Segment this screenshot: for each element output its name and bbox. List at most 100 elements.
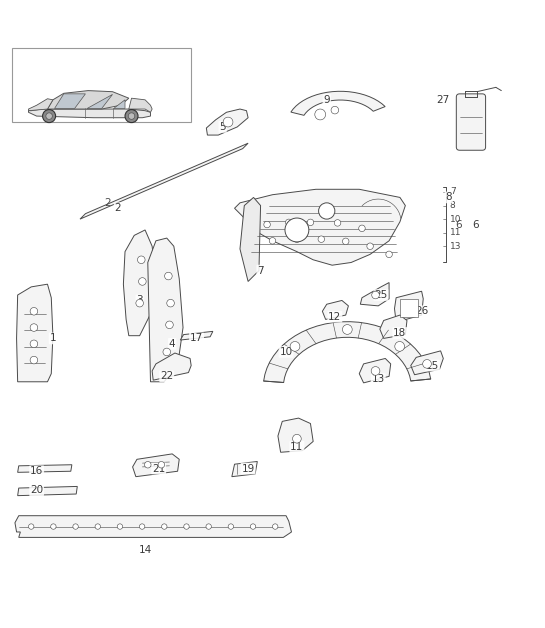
Polygon shape [207, 109, 248, 135]
Text: 10: 10 [450, 215, 461, 224]
Text: 2: 2 [104, 198, 111, 208]
Circle shape [136, 300, 143, 307]
Text: 8: 8 [450, 201, 456, 210]
Text: 13: 13 [372, 374, 385, 384]
Text: 19: 19 [241, 463, 255, 474]
Text: 8: 8 [445, 192, 452, 202]
Circle shape [228, 524, 234, 529]
Text: 4: 4 [169, 339, 175, 349]
Polygon shape [278, 418, 313, 452]
Circle shape [43, 109, 56, 122]
Circle shape [318, 236, 325, 242]
Circle shape [371, 367, 380, 376]
Circle shape [293, 435, 301, 443]
Circle shape [250, 524, 256, 529]
FancyBboxPatch shape [400, 299, 418, 317]
Circle shape [163, 348, 171, 355]
Circle shape [342, 325, 352, 334]
Circle shape [28, 524, 34, 529]
Circle shape [165, 273, 172, 280]
Circle shape [334, 220, 341, 226]
Circle shape [128, 113, 135, 119]
Circle shape [331, 106, 338, 114]
Polygon shape [113, 100, 125, 109]
Polygon shape [132, 454, 179, 477]
Polygon shape [28, 99, 53, 111]
Circle shape [184, 524, 189, 529]
Polygon shape [291, 91, 385, 116]
Text: 25: 25 [374, 290, 387, 300]
Text: 15: 15 [426, 360, 439, 371]
Circle shape [423, 360, 432, 368]
Circle shape [285, 218, 309, 242]
Text: 2: 2 [114, 203, 122, 214]
Text: 11: 11 [450, 228, 461, 237]
Circle shape [158, 462, 165, 468]
Circle shape [264, 221, 270, 228]
Text: 9: 9 [323, 95, 330, 105]
Text: 26: 26 [415, 306, 428, 317]
Polygon shape [15, 516, 292, 538]
Polygon shape [323, 300, 348, 320]
FancyBboxPatch shape [456, 94, 486, 150]
Polygon shape [234, 189, 405, 265]
Polygon shape [148, 238, 183, 382]
Polygon shape [129, 98, 152, 112]
Polygon shape [264, 322, 431, 382]
Circle shape [138, 278, 146, 285]
Polygon shape [240, 197, 261, 281]
Polygon shape [380, 315, 407, 338]
Text: 20: 20 [30, 485, 43, 495]
Text: 1: 1 [50, 333, 56, 344]
Circle shape [269, 237, 276, 244]
Circle shape [359, 225, 365, 232]
Polygon shape [180, 332, 213, 340]
Circle shape [144, 462, 151, 468]
Circle shape [140, 524, 145, 529]
Circle shape [51, 524, 56, 529]
Text: 6: 6 [455, 220, 462, 229]
Text: 10: 10 [280, 347, 293, 357]
Text: 27: 27 [437, 95, 450, 105]
Text: 12: 12 [328, 311, 342, 322]
Text: 3: 3 [136, 295, 143, 305]
Polygon shape [123, 230, 156, 336]
Circle shape [117, 524, 123, 529]
FancyBboxPatch shape [12, 48, 191, 121]
Text: 7: 7 [450, 188, 456, 197]
Text: 21: 21 [152, 463, 165, 474]
Circle shape [342, 238, 349, 244]
Text: 22: 22 [160, 371, 173, 381]
Circle shape [294, 236, 300, 242]
Circle shape [95, 524, 100, 529]
Text: 17: 17 [190, 333, 203, 344]
Circle shape [30, 308, 38, 315]
Circle shape [315, 109, 326, 120]
Circle shape [167, 300, 174, 307]
Circle shape [395, 342, 404, 351]
Polygon shape [395, 291, 423, 322]
Polygon shape [17, 487, 77, 495]
Circle shape [125, 109, 138, 122]
Circle shape [272, 524, 278, 529]
Text: 11: 11 [290, 442, 304, 452]
Text: 16: 16 [30, 466, 43, 476]
Polygon shape [16, 284, 53, 382]
Polygon shape [28, 109, 150, 117]
Circle shape [137, 256, 145, 264]
Polygon shape [80, 143, 248, 219]
Circle shape [161, 524, 167, 529]
Circle shape [286, 219, 292, 225]
Circle shape [30, 340, 38, 348]
Circle shape [46, 113, 52, 119]
Circle shape [367, 243, 373, 249]
Circle shape [319, 203, 335, 219]
Polygon shape [152, 353, 191, 380]
Polygon shape [47, 90, 129, 109]
Circle shape [73, 524, 78, 529]
Circle shape [386, 251, 392, 257]
Circle shape [166, 321, 173, 328]
Polygon shape [87, 94, 113, 109]
Text: 5: 5 [219, 122, 226, 132]
Circle shape [290, 342, 300, 351]
